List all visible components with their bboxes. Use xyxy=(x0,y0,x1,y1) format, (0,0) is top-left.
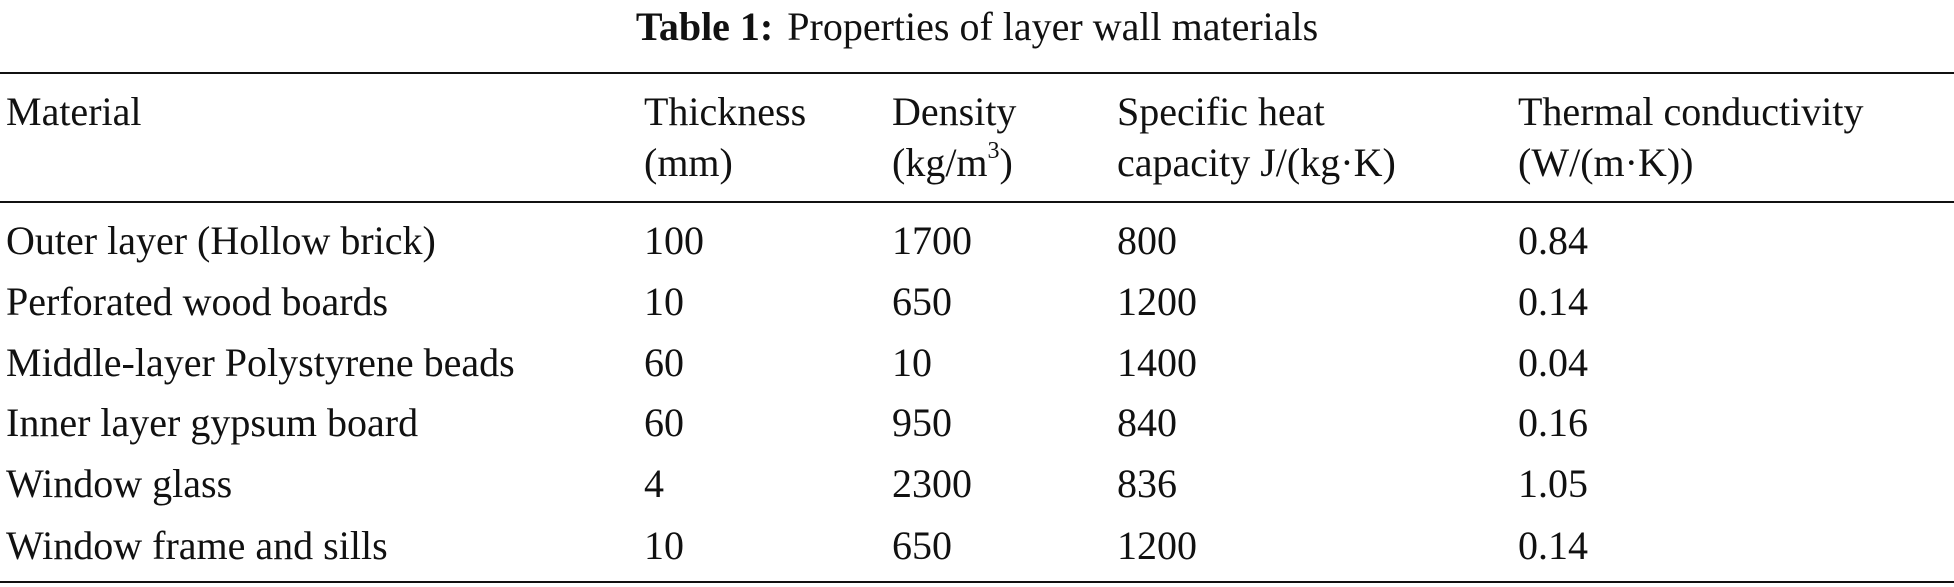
table-top-rule xyxy=(0,72,1954,74)
cell-specific-heat: 1200 xyxy=(1117,523,1197,568)
table-caption: Table 1: Properties of layer wall materia… xyxy=(0,2,1954,52)
header-thermal-conductivity-unit: (W/(m·K)) xyxy=(1518,140,1694,185)
header-specific-heat-unit: capacity J/(kg·K) xyxy=(1117,140,1396,185)
cell-density: 10 xyxy=(892,340,932,385)
header-specific-heat: Specific heat xyxy=(1117,89,1325,134)
cell-density: 650 xyxy=(892,279,952,324)
cell-thermal-conductivity: 0.14 xyxy=(1518,523,1588,568)
cell-density: 2300 xyxy=(892,461,972,506)
cell-thickness: 60 xyxy=(644,340,684,385)
header-thickness: Thickness xyxy=(644,89,807,134)
cell-thermal-conductivity: 0.14 xyxy=(1518,279,1588,324)
caption-label: Table 1: xyxy=(635,4,774,49)
cell-density: 950 xyxy=(892,400,952,445)
cell-thickness: 10 xyxy=(644,279,684,324)
cell-thermal-conductivity: 0.84 xyxy=(1518,218,1588,263)
cell-specific-heat: 1200 xyxy=(1117,279,1197,324)
table-bottom-rule xyxy=(0,581,1954,583)
density-unit-base: (kg/m xyxy=(892,140,988,185)
cell-material: Inner layer gypsum board xyxy=(6,400,419,445)
header-density: Density xyxy=(892,89,1017,134)
header-thermal-conductivity: Thermal conductivity xyxy=(1518,89,1864,134)
table-header-rule xyxy=(0,201,1954,203)
cell-density: 1700 xyxy=(892,218,972,263)
density-unit-close: ) xyxy=(999,140,1013,185)
cell-thickness: 4 xyxy=(644,461,664,506)
cell-density: 650 xyxy=(892,523,952,568)
cell-thermal-conductivity: 0.16 xyxy=(1518,400,1588,445)
cell-material: Outer layer (Hollow brick) xyxy=(6,218,436,263)
cell-thermal-conductivity: 1.05 xyxy=(1518,461,1588,506)
density-unit-exponent: 3 xyxy=(987,137,1000,164)
header-material: Material xyxy=(6,89,142,134)
cell-thickness: 60 xyxy=(644,400,684,445)
header-density-unit: (kg/m3) xyxy=(892,139,1013,187)
caption-text: Properties of layer wall materials xyxy=(787,4,1319,49)
cell-material: Window glass xyxy=(6,461,233,506)
cell-thermal-conductivity: 0.04 xyxy=(1518,340,1588,385)
header-thickness-unit: (mm) xyxy=(644,140,733,185)
cell-thickness: 100 xyxy=(644,218,704,263)
cell-specific-heat: 836 xyxy=(1117,461,1177,506)
cell-material: Middle-layer Polystyrene beads xyxy=(6,340,515,385)
cell-specific-heat: 800 xyxy=(1117,218,1177,263)
cell-thickness: 10 xyxy=(644,523,684,568)
cell-specific-heat: 840 xyxy=(1117,400,1177,445)
cell-specific-heat: 1400 xyxy=(1117,340,1197,385)
cell-material: Perforated wood boards xyxy=(6,279,389,324)
cell-material: Window frame and sills xyxy=(6,523,388,568)
